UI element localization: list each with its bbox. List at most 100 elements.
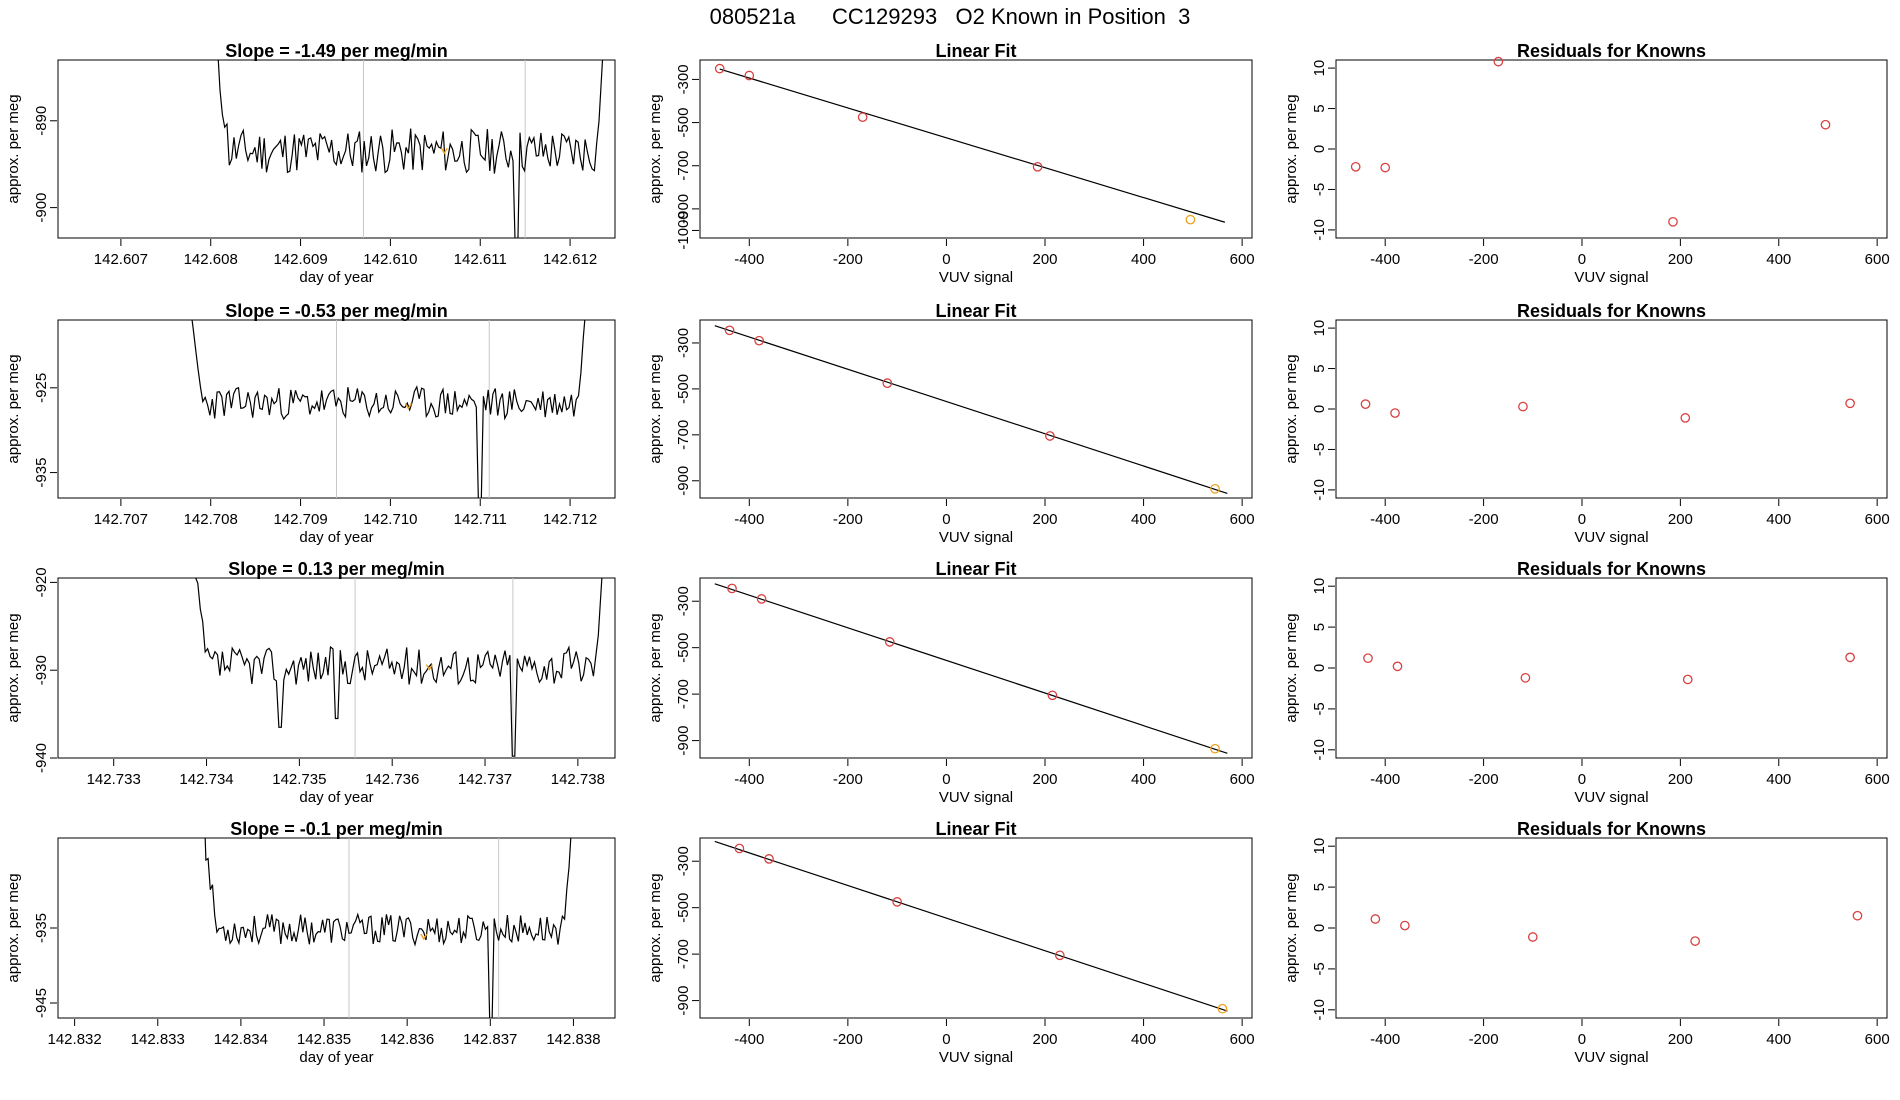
x-tick-label: -200 [1469,251,1499,268]
x-axis-label: day of year [299,269,373,286]
y-tick-label: -300 [675,328,692,358]
x-axis-label: VUV signal [939,529,1013,546]
highlight-mark [420,933,428,941]
page-title: 080521a CC129293 O2 Known in Position 3 [709,4,1191,29]
x-tick-label: 200 [1032,1031,1057,1048]
chart-r1-residuals: Residuals for Knowns -400 -200 0 200 400 600 VU… [1283,41,1890,286]
y-tick-label: 10 [1311,578,1328,595]
x-tick-label: 142.735 [272,771,326,788]
data-point [1032,161,1043,172]
x-tick-label: 600 [1230,511,1255,528]
x-tick-label: -200 [1469,511,1499,528]
data-point [754,335,764,346]
data-point [1380,162,1391,173]
x-tick-label: -200 [833,771,863,788]
y-axis-label: approx. per meg [5,873,22,982]
x-tick-label: 142.833 [131,1031,185,1048]
plot-frame [699,319,1253,499]
chart-r2-residuals: Residuals for Knowns -400 -200 0 200 400 600 VU… [1283,301,1890,546]
data-point [744,70,755,81]
x-tick-label: 142.610 [363,251,417,268]
data-point [734,843,745,854]
x-tick-label: 142.612 [543,251,597,268]
x-tick-label: 0 [1578,511,1586,528]
data-point [714,63,725,74]
data-point [1852,910,1863,921]
x-tick-label: 142.837 [463,1031,517,1048]
plot-frame [699,59,1253,239]
x-tick-label: -200 [833,1031,863,1048]
y-tick-label: -945 [33,988,50,1018]
chart-r4-residuals: Residuals for Knowns -400 -200 0 200 400 600 VU… [1283,819,1890,1066]
y-tick-label: -900 [675,726,692,756]
x-tick-label: 142.609 [273,251,327,268]
x-tick-label: 400 [1131,251,1156,268]
data-point [1392,661,1403,672]
chart-r1-timeseries: Slope = -1.49 per meg/min 142.607 142.608 1… [5,41,616,286]
y-axis-label: approx. per meg [1283,873,1300,982]
x-tick-label: 0 [942,251,950,268]
fit-line [714,583,1228,754]
y-axis-label: approx. per meg [1283,354,1300,463]
x-tick-label: -400 [1370,771,1400,788]
data-point [882,378,893,389]
x-tick-label: -400 [1370,511,1400,528]
data-point [884,637,895,647]
y-axis-label: approx. per meg [647,873,664,982]
data-point [1668,216,1678,227]
y-tick-label: -5 [1311,962,1328,975]
y-tick-label: -300 [675,846,692,876]
data-layer [191,320,586,498]
x-tick-label: 200 [1668,1031,1693,1048]
chart-title: Slope = -0.1 per meg/min [230,819,443,839]
chart-r3-fit: Linear Fit -400 -200 0 200 400 600 VUV signal -3… [647,559,1255,806]
series-line [204,838,572,1018]
x-tick-label: -400 [734,511,764,528]
x-tick-label: 142.834 [214,1031,268,1048]
y-tick-label: -300 [675,586,692,616]
data-point [1820,119,1831,130]
y-tick-label: 10 [1311,60,1328,77]
x-tick-label: 600 [1865,771,1890,788]
x-tick-label: -200 [833,511,863,528]
y-tick-label: -10 [1311,479,1328,501]
x-tick-label: -200 [833,251,863,268]
y-tick-label: -5 [1311,443,1328,456]
data-point [1210,743,1220,754]
x-tick-label: -400 [1370,1031,1400,1048]
x-tick-label: 400 [1766,771,1791,788]
data-layer [195,578,603,758]
y-axis-label: approx. per meg [647,613,664,722]
series-line [191,320,586,498]
y-axis-label: approx. per meg [5,613,22,722]
y-axis-label: approx. per meg [5,354,22,463]
y-tick-label: 0 [1311,405,1328,413]
x-axis-label: VUV signal [939,269,1013,286]
x-tick-label: 142.708 [184,511,238,528]
y-tick-label: -500 [675,374,692,404]
plot-frame [57,577,616,759]
x-tick-label: 400 [1766,251,1791,268]
chart-title: Residuals for Knowns [1517,41,1706,61]
x-tick-label: 142.838 [546,1031,600,1048]
x-tick-label: 200 [1668,251,1693,268]
chart-title: Linear Fit [935,41,1016,61]
plot-frame [699,577,1253,759]
data-point [1210,483,1220,494]
y-tick-label: -700 [675,420,692,450]
x-tick-label: -200 [1469,771,1499,788]
x-tick-label: 142.608 [184,251,238,268]
y-axis-label: approx. per meg [5,94,22,203]
y-tick-label: -10 [1311,739,1328,761]
y-tick-label: -920 [33,567,50,597]
y-tick-label: -940 [33,743,50,773]
chart-title: Linear Fit [935,301,1016,321]
y-tick-label: -5 [1311,183,1328,196]
y-tick-label: -900 [675,194,692,224]
y-axis-label: approx. per meg [1283,613,1300,722]
data-point [1845,652,1855,663]
y-tick-label: 5 [1311,104,1328,112]
chart-title: Slope = -0.53 per meg/min [225,301,448,321]
x-tick-label: 200 [1668,771,1693,788]
